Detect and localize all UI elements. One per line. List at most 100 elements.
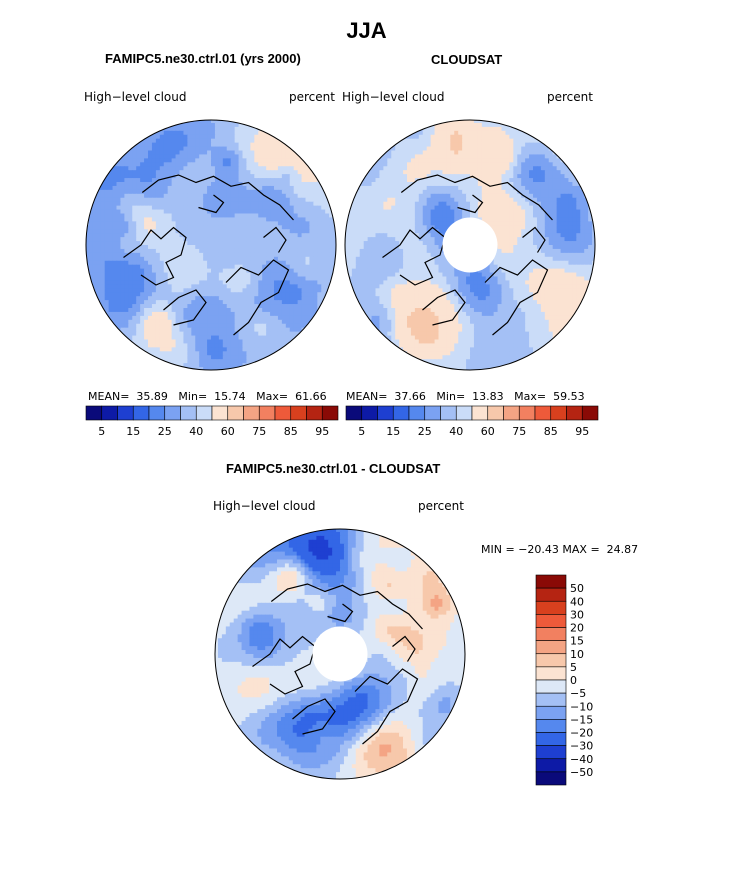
map0-cell: [104, 209, 110, 215]
map0-cell: [128, 327, 133, 333]
map0-cell: [132, 213, 137, 219]
map0-cell: [96, 292, 102, 297]
map1-cell: [391, 229, 396, 234]
map0-cell: [285, 276, 291, 282]
map1-cell: [505, 217, 510, 222]
map0-cell: [167, 245, 173, 250]
map0-cell: [159, 134, 165, 140]
map1-cell: [430, 217, 436, 222]
map0-cell: [207, 241, 212, 246]
map1-cell: [497, 138, 503, 144]
map0-cell: [305, 272, 311, 278]
map0-cell: [266, 252, 271, 258]
map0-cell: [179, 225, 185, 230]
map0-cell: [274, 205, 279, 211]
map1-cell: [383, 185, 388, 191]
map0-cell: [124, 162, 129, 167]
map1-cell: [517, 237, 522, 242]
map0-cell: [250, 288, 255, 293]
map1-cell: [477, 150, 483, 156]
map0-cell: [167, 284, 173, 289]
map1-cell: [473, 158, 479, 163]
map0-cell: [211, 296, 216, 301]
map0-cell: [140, 150, 145, 156]
map0-cell: [148, 331, 153, 337]
map0-cell: [214, 201, 220, 207]
map0-cell: [144, 256, 149, 262]
map0-cell: [242, 209, 248, 215]
map1-cell: [367, 221, 373, 226]
map0-cell: [203, 335, 208, 341]
map0-cell: [187, 166, 192, 171]
map1-cell: [521, 201, 526, 207]
map0-cell: [305, 229, 311, 234]
map0-cell: [144, 170, 149, 175]
map0-cell: [270, 252, 275, 258]
map0-cell: [214, 130, 220, 136]
map1-cell: [548, 217, 554, 222]
map1-cell: [481, 205, 487, 211]
map0-cell: [254, 268, 259, 274]
map1-cell: [560, 162, 566, 167]
map1-cell: [505, 193, 510, 199]
map0-cell: [226, 142, 232, 148]
map1-cell: [387, 205, 392, 211]
map1-cell: [383, 193, 388, 199]
map0-cell: [92, 280, 98, 285]
map0-cell: [266, 335, 271, 341]
map0-cell: [238, 189, 244, 195]
map1-cell: [481, 134, 487, 140]
map1-cell: [517, 146, 522, 152]
map0-cell: [128, 245, 133, 250]
map0-cell: [171, 343, 177, 348]
map1-cell: [383, 182, 388, 187]
map1-cell: [359, 221, 365, 226]
map1-cell: [375, 166, 381, 171]
map1-cell: [580, 237, 585, 242]
map0-cell: [297, 260, 303, 266]
map1-cell: [505, 229, 510, 234]
map1-cell: [371, 185, 377, 191]
map0-cell: [293, 272, 299, 278]
map0-cell: [179, 343, 185, 348]
map0-cell: [155, 241, 161, 246]
map1-cell: [560, 209, 566, 215]
map0-cell: [151, 260, 157, 266]
map0-cell: [132, 229, 137, 234]
map0-cell: [211, 158, 216, 163]
map1-cell: [564, 185, 570, 191]
map0-cell: [218, 193, 224, 199]
map0-cell: [289, 308, 295, 313]
map0-cell: [191, 166, 196, 171]
map1-cell: [493, 193, 499, 199]
map1-cell: [529, 150, 534, 156]
map0-cell: [266, 150, 271, 156]
map0-cell: [266, 276, 271, 282]
map0-cell: [321, 245, 326, 250]
map0-cell: [207, 130, 212, 136]
map1-cell: [391, 209, 396, 215]
map0-cell: [151, 225, 157, 230]
map0-cell: [179, 311, 185, 317]
map0-cell: [309, 280, 314, 285]
map0-cell: [104, 296, 110, 301]
map1-cell: [525, 205, 530, 211]
map0-cell: [305, 201, 311, 207]
map0-cell: [250, 327, 255, 333]
map0-cell: [163, 142, 169, 148]
map0-cell: [191, 335, 196, 341]
map0-cell: [242, 351, 248, 356]
map0-cell: [285, 225, 291, 230]
map0-cell: [163, 331, 169, 337]
map0-cell: [86, 233, 90, 238]
map1-cell: [493, 209, 499, 215]
map0-cell: [246, 260, 251, 266]
map1-cell: [497, 146, 503, 152]
map0-cell: [88, 209, 94, 215]
map1-cell: [470, 213, 475, 219]
map1-cell: [501, 225, 507, 230]
map0-cell: [199, 347, 204, 352]
map0-cell: [132, 150, 137, 156]
map1-cell: [493, 221, 499, 226]
map0-cell: [151, 138, 157, 144]
